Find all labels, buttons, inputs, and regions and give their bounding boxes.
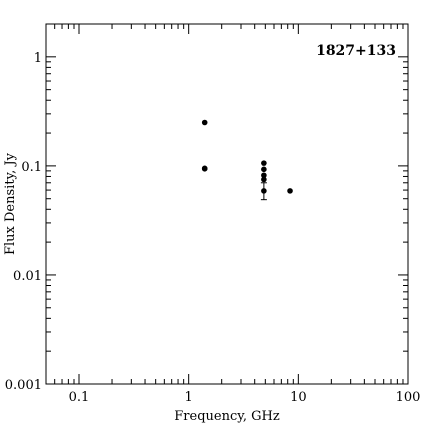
data-point: [201, 119, 208, 126]
data-point: [201, 166, 208, 172]
x-tick-label: 1: [185, 390, 193, 405]
x-tick-label: 10: [290, 390, 307, 405]
x-tick-label: 0.1: [69, 390, 90, 405]
data-point: [261, 176, 267, 183]
data-point: [261, 188, 267, 194]
data-points: [201, 119, 293, 194]
chart-title: 1827+133: [316, 43, 396, 59]
data-point: [261, 160, 267, 166]
data-point: [287, 188, 293, 194]
plot-frame: [45, 23, 409, 385]
y-tick-label: 0.1: [21, 160, 42, 175]
major-ticks: [46, 24, 409, 385]
data-point: [261, 172, 267, 179]
y-tick-label: 0.01: [13, 269, 42, 284]
x-tick-label: 100: [396, 390, 421, 405]
minor-ticks: [45, 23, 408, 384]
x-axis-label: Frequency, GHz: [174, 409, 280, 424]
y-axis-label: Flux Density, Jy: [3, 152, 18, 255]
y-tick-label: 1: [34, 51, 42, 66]
data-point: [261, 166, 267, 173]
tick-labels: 0.1 1 10 100 0.001 0.01 0.1 1: [5, 51, 421, 405]
y-tick-label: 0.001: [5, 378, 42, 393]
